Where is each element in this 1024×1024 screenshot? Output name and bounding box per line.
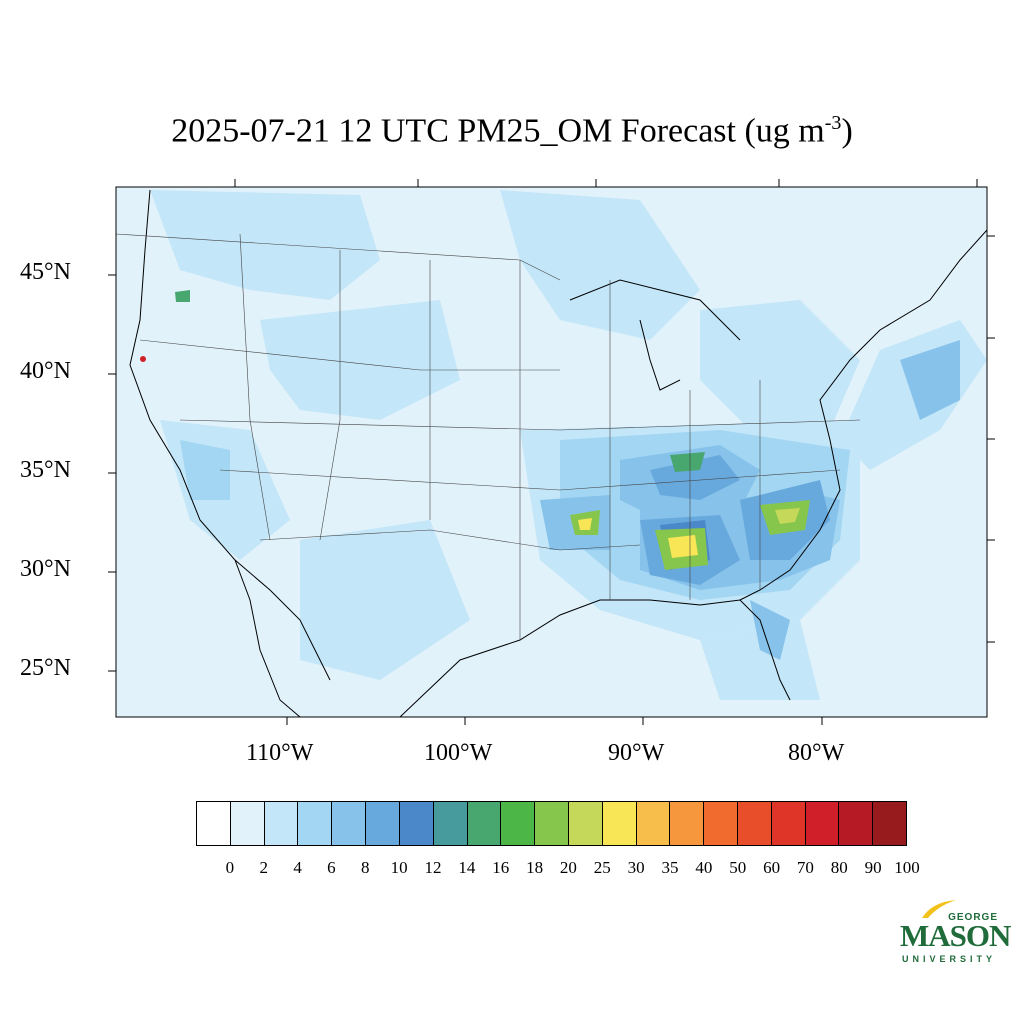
colorbar-box <box>298 802 333 845</box>
gmu-logo: GEORGE MASON UNIVERSITY <box>898 898 1011 968</box>
lat-label-45n: 45°N <box>20 259 71 285</box>
colorbar-box <box>636 802 671 845</box>
colorbar-label: 0 <box>225 858 235 877</box>
colorbar-label: 100 <box>894 858 920 877</box>
colorbar-label: 10 <box>390 858 408 877</box>
colorbar-label: 60 <box>763 858 781 877</box>
logo-university: UNIVERSITY <box>902 954 997 964</box>
lat-label-35n: 35°N <box>20 457 71 483</box>
title-unit-exponent: -3 <box>824 112 842 134</box>
colorbar-label: 25 <box>593 858 611 877</box>
colorbar-label: 12 <box>424 858 442 877</box>
map-title: 2025-07-21 12 UTC PM25_OM Forecast (ug m… <box>171 112 853 150</box>
colorbar-box <box>501 802 536 845</box>
colorbar-box <box>366 802 400 845</box>
lon-label-80w: 80°W <box>788 740 845 766</box>
colorbar-label: 6 <box>327 858 336 877</box>
colorbar-box <box>433 802 468 845</box>
colorbar-label: 70 <box>796 858 814 877</box>
logo-swoosh-icon <box>922 900 956 918</box>
colorbar-box <box>332 802 367 845</box>
lon-label-110w: 110°W <box>246 740 314 766</box>
colorbar-label: 30 <box>627 858 645 877</box>
colorbar-box <box>399 802 434 845</box>
colorbar-box <box>568 802 603 845</box>
colorbar-label: 90 <box>864 858 882 877</box>
lat-label-30n: 30°N <box>20 556 71 582</box>
logo-mason: MASON <box>900 918 1011 953</box>
colorbar-label: 4 <box>293 858 302 877</box>
colorbar-box <box>264 802 299 845</box>
colorbar-label: 8 <box>361 858 370 877</box>
lat-label-40n: 40°N <box>20 358 71 384</box>
colorbar-box <box>704 802 738 845</box>
colorbar-label: 18 <box>526 858 544 877</box>
colorbar-box <box>805 802 840 845</box>
lat-label-25n: 25°N <box>20 655 71 681</box>
map-frame <box>115 186 988 718</box>
colorbar-label: 80 <box>830 858 848 877</box>
logo-george: GEORGE <box>948 912 998 923</box>
colorbar-box <box>197 802 231 845</box>
colorbar <box>196 801 907 846</box>
colorbar-box <box>738 802 772 845</box>
colorbar-box <box>535 802 569 845</box>
colorbar-box <box>602 802 637 845</box>
state-borders <box>116 233 861 640</box>
lon-label-90w: 90°W <box>608 740 665 766</box>
colorbar-box <box>771 802 806 845</box>
colorbar-label: 20 <box>559 858 577 877</box>
colorbar-label: 50 <box>729 858 747 877</box>
coastlines <box>129 189 987 717</box>
colorbar-box <box>670 802 705 845</box>
colorbar-label: 16 <box>492 858 510 877</box>
colorbar-box <box>873 802 907 845</box>
colorbar-label: 14 <box>458 858 476 877</box>
colorbar-label: 35 <box>661 858 679 877</box>
axis-ticks <box>108 179 995 725</box>
colorbar-box <box>230 802 265 845</box>
colorbar-box <box>839 802 874 845</box>
colorbar-label: 40 <box>695 858 713 877</box>
lon-label-100w: 100°W <box>424 740 493 766</box>
colorbar-label: 2 <box>259 858 268 877</box>
colorbar-box <box>467 802 502 845</box>
